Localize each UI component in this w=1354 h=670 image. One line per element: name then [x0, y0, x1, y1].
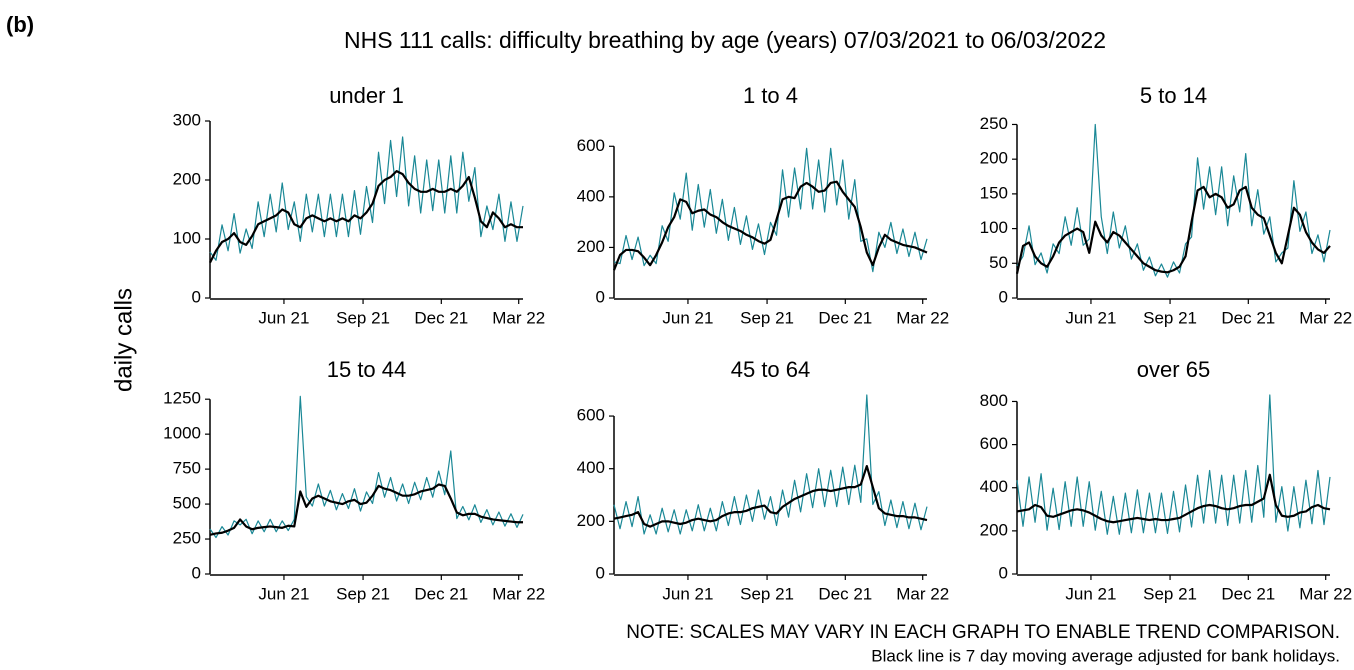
y-tick-label: 100: [173, 228, 201, 247]
x-tick-label: Dec 21: [818, 308, 872, 327]
panel-label: (b): [6, 12, 34, 37]
data-line: [613, 464, 928, 528]
y-axis-label: daily calls: [110, 288, 137, 392]
x-tick-label: Sep 21: [740, 584, 794, 603]
y-tick-label: 200: [980, 520, 1008, 539]
x-tick-label: Dec 21: [1221, 308, 1275, 327]
note: Black line is 7 day moving average adjus…: [871, 646, 1340, 665]
data-line: [209, 395, 524, 539]
data-line: [613, 147, 928, 273]
x-tick-label: Jun 21: [1065, 584, 1116, 603]
x-tick-label: Dec 21: [414, 308, 468, 327]
x-tick-label: Mar 22: [492, 584, 545, 603]
x-tick-label: Sep 21: [1143, 308, 1197, 327]
panel-title: 1 to 4: [743, 83, 798, 108]
y-tick-label: 0: [192, 563, 201, 582]
data-line: [209, 483, 523, 536]
y-tick-label: 0: [999, 287, 1008, 306]
data-line: [1016, 123, 1331, 278]
y-tick-label: 0: [999, 563, 1008, 582]
panel-title: 15 to 44: [327, 357, 407, 382]
y-tick-label: 200: [577, 511, 605, 530]
panel-title: 5 to 14: [1140, 83, 1207, 108]
data-line: [613, 394, 928, 535]
y-tick-label: 0: [596, 563, 605, 582]
data-line: [209, 136, 524, 261]
y-tick-label: 0: [596, 287, 605, 306]
x-tick-label: Dec 21: [414, 584, 468, 603]
x-tick-label: Jun 21: [662, 308, 713, 327]
panel-title: 45 to 64: [731, 357, 811, 382]
y-tick-label: 150: [980, 183, 1008, 202]
y-tick-label: 400: [577, 458, 605, 477]
y-tick-label: 300: [173, 110, 201, 129]
y-tick-label: 400: [980, 477, 1008, 496]
x-tick-label: Mar 22: [492, 308, 545, 327]
y-tick-label: 750: [173, 459, 201, 478]
x-tick-label: Sep 21: [336, 308, 390, 327]
x-tick-label: Mar 22: [1299, 584, 1352, 603]
y-tick-label: 200: [980, 149, 1008, 168]
note: NOTE: SCALES MAY VARY IN EACH GRAPH TO E…: [626, 622, 1340, 643]
y-tick-label: 200: [173, 169, 201, 188]
data-line: [612, 180, 928, 271]
x-tick-label: Mar 22: [1299, 308, 1352, 327]
x-tick-label: Sep 21: [1143, 584, 1197, 603]
y-tick-label: 50: [989, 253, 1008, 272]
data-line: [1015, 185, 1331, 274]
x-tick-label: Jun 21: [258, 584, 309, 603]
data-line: [209, 170, 523, 264]
y-tick-label: 1000: [163, 424, 201, 443]
x-tick-label: Jun 21: [258, 308, 309, 327]
y-tick-label: 100: [980, 218, 1008, 237]
y-tick-label: 500: [173, 494, 201, 513]
y-tick-label: 250: [980, 114, 1008, 133]
x-tick-label: Dec 21: [1221, 584, 1275, 603]
panel-title: over 65: [1137, 357, 1210, 382]
y-tick-label: 0: [192, 287, 201, 306]
y-tick-label: 400: [577, 186, 605, 205]
y-tick-label: 200: [577, 237, 605, 256]
chart-title: NHS 111 calls: difficulty breathing by a…: [344, 27, 1106, 53]
y-tick-label: 800: [980, 391, 1008, 410]
x-tick-label: Mar 22: [896, 584, 949, 603]
y-tick-label: 600: [980, 434, 1008, 453]
x-tick-label: Sep 21: [740, 308, 794, 327]
data-line: [1016, 473, 1331, 524]
y-tick-label: 1250: [163, 389, 201, 408]
y-tick-label: 600: [577, 406, 605, 425]
panel-title: under 1: [329, 83, 404, 108]
y-tick-label: 600: [577, 136, 605, 155]
x-tick-label: Jun 21: [1065, 308, 1116, 327]
y-tick-label: 250: [173, 529, 201, 548]
x-tick-label: Mar 22: [896, 308, 949, 327]
x-tick-label: Sep 21: [336, 584, 390, 603]
x-tick-label: Jun 21: [662, 584, 713, 603]
x-tick-label: Dec 21: [818, 584, 872, 603]
